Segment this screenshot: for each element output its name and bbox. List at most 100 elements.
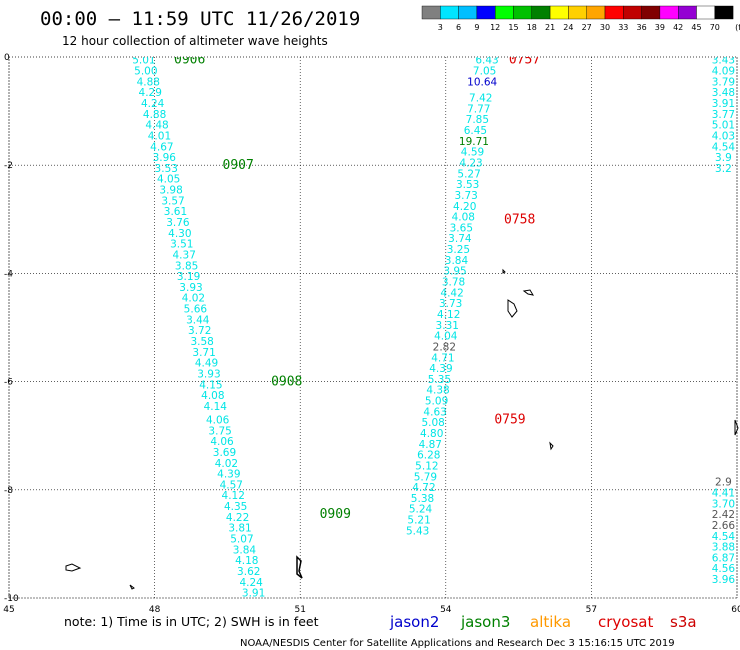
swh-value: 2.9 bbox=[715, 477, 732, 489]
swh-value: 3.95 bbox=[443, 266, 466, 278]
colorbar-swatch bbox=[641, 5, 661, 20]
swh-value: 4.01 bbox=[148, 130, 171, 142]
swh-value: 5.01 bbox=[712, 120, 735, 132]
swh-value: 3.9 bbox=[715, 152, 732, 164]
swh-value: 5.08 bbox=[421, 417, 444, 429]
swh-value: 4.22 bbox=[226, 512, 249, 524]
swh-value: 3.44 bbox=[186, 314, 210, 326]
swh-value: 4.06 bbox=[210, 436, 234, 448]
pass-time-label: 0908 bbox=[271, 375, 302, 390]
chart-title: 00:00 – 11:59 UTC 11/26/2019 bbox=[40, 8, 360, 30]
colorbar-label: (ft) bbox=[735, 23, 740, 32]
swh-value: 3.53 bbox=[456, 179, 479, 191]
swh-value: 4.67 bbox=[150, 141, 173, 153]
credit-line: NOAA/NESDIS Center for Satellite Applica… bbox=[240, 638, 675, 649]
swh-value: 5.38 bbox=[411, 493, 434, 505]
colorbar-swatch bbox=[440, 5, 459, 20]
x-tick-label: 48 bbox=[149, 605, 161, 615]
swh-value: 4.38 bbox=[426, 385, 449, 397]
swh-value: 3.71 bbox=[192, 347, 215, 359]
y-tick-label: -8 bbox=[4, 486, 13, 496]
island-outline bbox=[522, 289, 535, 296]
swh-value: 3.2 bbox=[715, 163, 732, 175]
swh-value: 3.73 bbox=[454, 190, 477, 202]
colorbar-label: 18 bbox=[527, 23, 537, 32]
colorbar-swatch bbox=[714, 5, 734, 20]
colorbar-label: 27 bbox=[582, 23, 592, 32]
colorbar-label: 70 bbox=[710, 23, 720, 32]
swh-value: 3.88 bbox=[712, 542, 735, 554]
swh-value: 4.02 bbox=[215, 458, 238, 470]
swh-value: 4.88 bbox=[137, 76, 160, 88]
swh-value: 4.06 bbox=[206, 414, 230, 426]
colorbar-label: 3 bbox=[438, 23, 443, 32]
swh-value: 4.14 bbox=[204, 401, 228, 413]
pass-time-label: 0909 bbox=[320, 507, 351, 522]
swh-value: 3.43 bbox=[712, 55, 735, 67]
swh-value: 4.39 bbox=[429, 363, 452, 375]
swh-value: 4.03 bbox=[712, 130, 735, 142]
colorbar-label: 33 bbox=[618, 23, 628, 32]
colorbar-label: 39 bbox=[655, 23, 665, 32]
swh-value: 3.76 bbox=[166, 217, 190, 229]
swh-value: 4.24 bbox=[239, 577, 263, 589]
swh-value: 3.84 bbox=[445, 255, 469, 267]
colorbar-label: 9 bbox=[474, 23, 479, 32]
swh-value: 5.00 bbox=[134, 66, 157, 78]
colorbar-swatch bbox=[549, 5, 569, 20]
swh-value: 4.09 bbox=[712, 66, 735, 78]
pass-time-label: 0757 bbox=[509, 53, 540, 68]
swh-value: 5.79 bbox=[414, 471, 437, 483]
island-outline bbox=[65, 563, 82, 572]
swh-value: 4.41 bbox=[712, 488, 735, 500]
pass-time-label: 0906 bbox=[174, 53, 205, 68]
swh-value: 7.42 bbox=[469, 93, 492, 105]
colorbar-swatch bbox=[659, 5, 679, 20]
swh-value: 3.84 bbox=[233, 544, 257, 556]
satellite-label: jason2 bbox=[389, 613, 439, 631]
swh-value: 4.49 bbox=[195, 358, 218, 370]
swh-value: 3.85 bbox=[175, 260, 198, 272]
island-outline bbox=[734, 419, 739, 436]
x-tick-label: 57 bbox=[586, 605, 597, 615]
swh-value: 4.57 bbox=[220, 479, 243, 491]
swh-value: 3.70 bbox=[712, 498, 735, 510]
swh-value: 4.54 bbox=[712, 141, 736, 153]
satellite-legend: jason2 jason3 altika cryosat s3a bbox=[389, 613, 697, 631]
swh-value: 4.63 bbox=[423, 406, 446, 418]
swh-value: 5.35 bbox=[428, 374, 451, 386]
island-outline bbox=[507, 299, 518, 318]
swh-value: 3.93 bbox=[179, 282, 202, 294]
colorbar-swatch bbox=[678, 5, 697, 20]
colorbar-swatch bbox=[696, 5, 715, 20]
axis-tick-labels: 45 48 51 54 57 60 0 -2 -4 -6 -8 -10 bbox=[3, 53, 740, 615]
swh-value: 4.24 bbox=[141, 98, 165, 110]
swh-value: 5.66 bbox=[184, 304, 208, 316]
swh-value: 4.71 bbox=[431, 352, 454, 364]
y-tick-label: -10 bbox=[4, 594, 19, 604]
satellite-label: altika bbox=[530, 613, 571, 631]
chart-grid bbox=[8, 56, 738, 599]
island-outline bbox=[296, 555, 303, 579]
swh-value: 6.43 bbox=[475, 55, 498, 67]
satellite-label: jason3 bbox=[460, 613, 510, 631]
x-tick-label: 60 bbox=[731, 605, 740, 615]
colorbar-swatch bbox=[604, 5, 624, 20]
y-tick-label: -4 bbox=[4, 269, 13, 279]
island-outline bbox=[549, 441, 554, 451]
swh-value: 3.91 bbox=[712, 98, 735, 110]
swh-value: 5.01 bbox=[132, 55, 155, 67]
swh-value: 3.75 bbox=[208, 425, 231, 437]
pass-time-label: 0759 bbox=[494, 412, 525, 427]
swh-value: 2.66 bbox=[712, 520, 736, 532]
swh-value: 4.12 bbox=[437, 309, 460, 321]
colorbar-label: 12 bbox=[490, 23, 500, 32]
swh-value: 7.05 bbox=[473, 66, 496, 78]
swh-value: 7.77 bbox=[467, 103, 490, 115]
colorbar-label: 30 bbox=[600, 23, 610, 32]
swh-value: 5.07 bbox=[230, 533, 253, 545]
swh-value: 4.37 bbox=[173, 249, 196, 261]
colorbar-swatch bbox=[476, 5, 496, 20]
